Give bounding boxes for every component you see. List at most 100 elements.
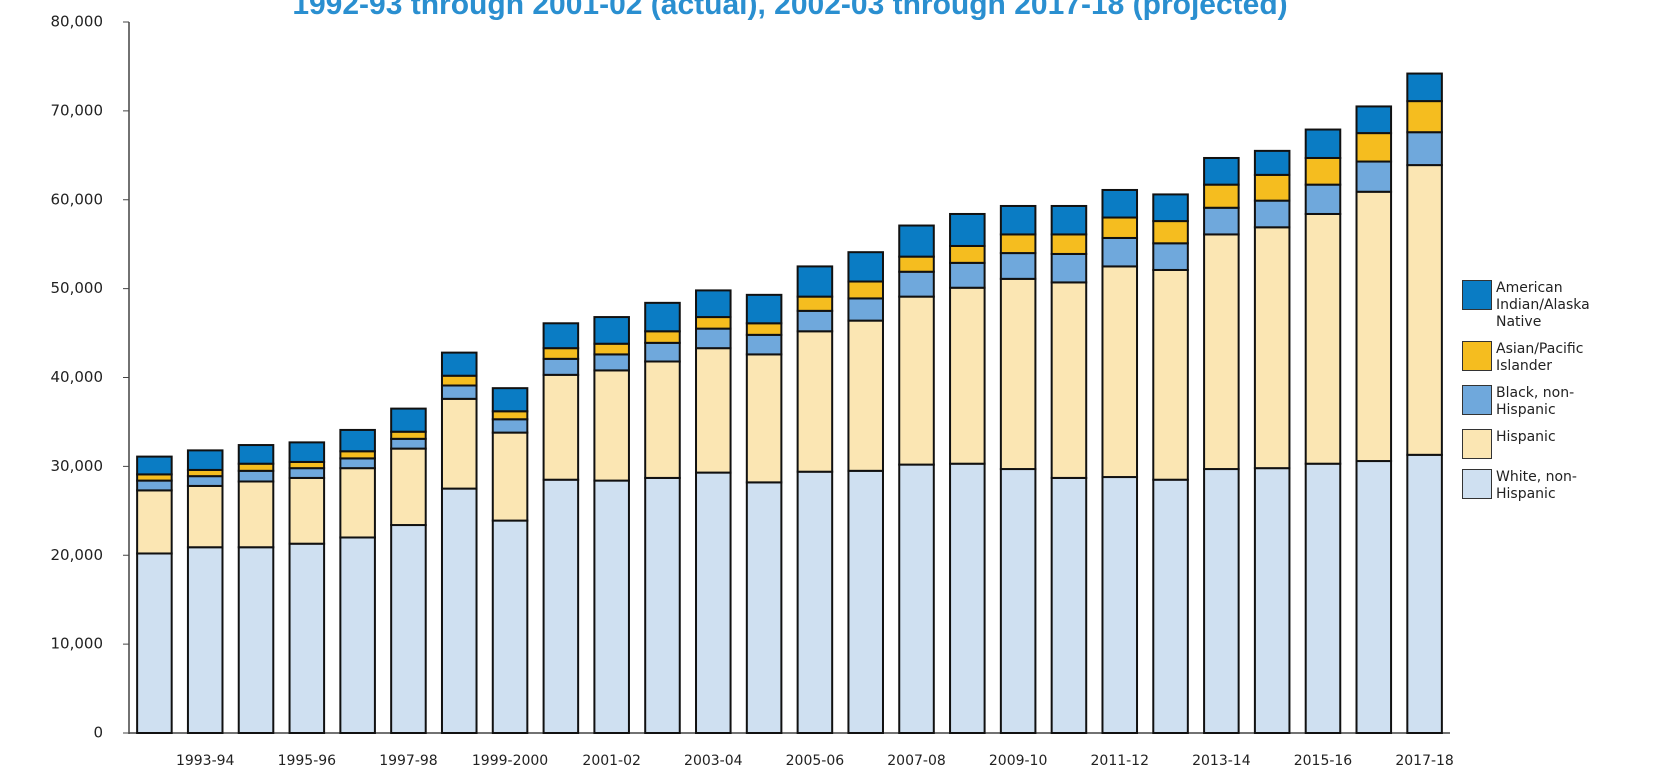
bar-segment — [745, 322, 783, 336]
bar-segment — [1406, 72, 1443, 103]
bar-segment — [1355, 105, 1393, 135]
y-tick-label: 60,000 — [51, 190, 104, 208]
bar-segment — [796, 309, 834, 333]
bar-segment — [1406, 164, 1443, 456]
bar-segment — [1152, 220, 1189, 245]
bar-segment — [1406, 100, 1443, 134]
legend-item: Black, non-Hispanic — [1462, 385, 1602, 419]
bar-segment — [440, 487, 478, 734]
bar-segment — [644, 360, 681, 479]
x-tick-label: 2001-02 — [582, 753, 641, 769]
bar-segment — [1050, 252, 1088, 284]
bar-segment — [339, 428, 376, 453]
bar-segment — [542, 373, 580, 481]
bar-segment — [1406, 131, 1443, 167]
bar-segment — [1355, 160, 1393, 193]
bar-segment — [745, 481, 783, 734]
bar-segment — [1304, 128, 1342, 159]
bar-segment — [288, 441, 326, 463]
bar-segment — [1152, 478, 1189, 734]
bar-segment — [949, 286, 986, 465]
bar-segment — [1050, 281, 1088, 479]
bar-segment — [1203, 233, 1240, 471]
bar-segment — [542, 322, 580, 350]
bar-segment — [1253, 149, 1291, 176]
bar-segment — [288, 542, 326, 734]
bar-segment — [339, 457, 376, 470]
y-tick-label: 10,000 — [51, 635, 104, 653]
bar-segment — [1152, 268, 1189, 481]
x-tick-label: 1995-96 — [278, 753, 337, 769]
bar-segment — [390, 430, 427, 440]
bar-segment — [237, 480, 275, 549]
bar-segment — [593, 369, 630, 482]
bar-segment — [695, 347, 732, 474]
bar-segment — [695, 471, 732, 734]
legend-item: White, non-Hispanic — [1462, 469, 1602, 503]
legend-label: Black, non-Hispanic — [1496, 385, 1575, 418]
bar-segment — [237, 546, 275, 734]
x-tick-label: 1993-94 — [176, 753, 235, 769]
bar-segment — [288, 467, 326, 479]
x-tick-label: 1999-2000 — [472, 753, 548, 769]
bar-segment — [1203, 183, 1240, 209]
bar-segment — [542, 347, 580, 360]
bar-segment — [390, 447, 427, 527]
y-tick-label: 20,000 — [51, 546, 104, 564]
bar-segment — [949, 212, 986, 247]
bar-segment — [898, 255, 935, 273]
bar-segment — [1101, 236, 1139, 268]
bar-segment — [186, 546, 224, 734]
bar-segment — [390, 437, 427, 450]
legend-swatch — [1462, 385, 1492, 415]
bar-segment — [1101, 216, 1139, 239]
bar-segment — [186, 449, 224, 471]
bar-segment — [999, 233, 1037, 255]
bar-segment — [847, 280, 884, 300]
bar-segment — [999, 468, 1037, 734]
y-tick-label: 80,000 — [51, 13, 104, 31]
bar-segment — [440, 374, 478, 387]
bar-segment — [542, 357, 580, 376]
x-tick-label: 2015-16 — [1294, 753, 1353, 769]
bar-segment — [1304, 183, 1342, 215]
bar-segment — [1101, 188, 1139, 219]
bar-segment — [1253, 173, 1291, 202]
legend: American Indian/Alaska Native Asian/Pacif… — [1462, 280, 1602, 513]
bar-segment — [745, 293, 783, 325]
bar-segment — [1355, 460, 1393, 734]
legend-swatch — [1462, 341, 1492, 371]
bar-segment — [1203, 468, 1240, 734]
bar-segment — [644, 301, 681, 333]
bar-segment — [796, 295, 834, 312]
bar-segment — [847, 297, 884, 322]
bar-segment — [745, 353, 783, 484]
bar-segment — [949, 261, 986, 289]
x-tick-label: 2003-04 — [684, 753, 743, 769]
bar-segment — [1050, 233, 1088, 255]
bar-segment — [1355, 190, 1393, 463]
y-tick-label: 0 — [93, 724, 103, 742]
bar-segment — [1304, 156, 1342, 186]
bar-segment — [136, 552, 173, 734]
bar-segment — [440, 397, 478, 490]
bar-segment — [390, 407, 427, 433]
x-tick-label: 2011-12 — [1091, 753, 1150, 769]
bar-segment — [745, 333, 783, 356]
bar-segment — [898, 463, 935, 734]
bar-segment — [339, 450, 376, 460]
x-tick-label: 2013-14 — [1192, 753, 1251, 769]
bar-segment — [237, 462, 275, 472]
x-tick-label: 2009-10 — [989, 753, 1048, 769]
legend-swatch — [1462, 469, 1492, 499]
bar-segment — [593, 342, 630, 356]
bar-segment — [593, 353, 630, 372]
bar-segment — [796, 330, 834, 473]
bar-segment — [136, 489, 173, 555]
bar-segment — [491, 410, 529, 421]
bar-segment — [949, 462, 986, 734]
y-tick-label: 50,000 — [51, 279, 104, 297]
bar-segment — [796, 265, 834, 298]
bar-segment — [593, 479, 630, 734]
